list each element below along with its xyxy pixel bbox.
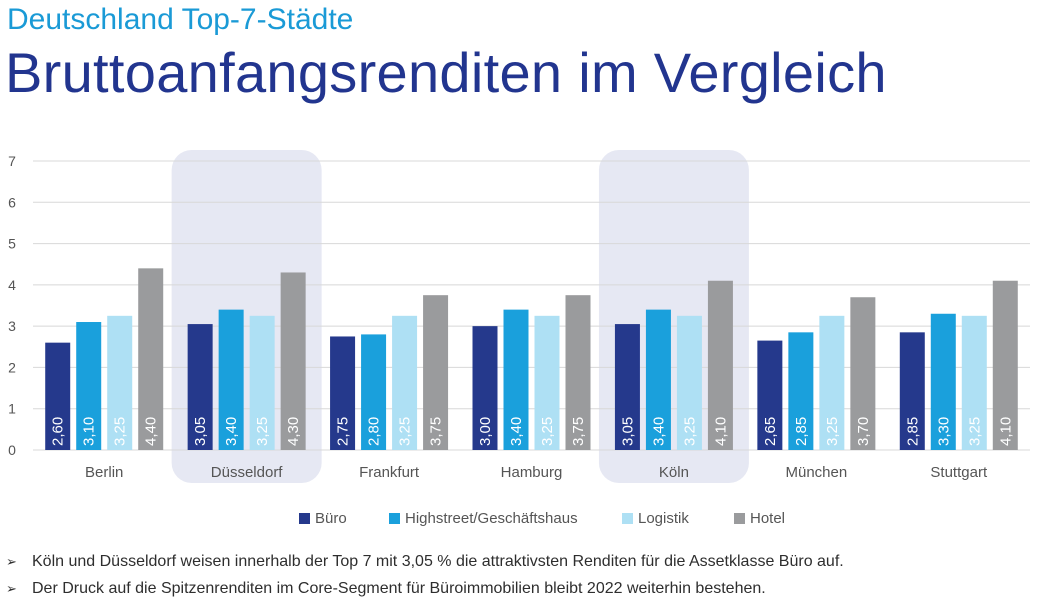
x-tick-label: Düsseldorf: [211, 464, 284, 481]
arrow-bullet-icon: ➢: [6, 554, 17, 569]
legend-label: Logistik: [638, 510, 689, 527]
data-label: 3,75: [428, 417, 445, 446]
data-label: 3,25: [681, 417, 698, 446]
data-label: 3,05: [192, 417, 209, 446]
data-label: 4,40: [143, 417, 160, 446]
bar: [565, 295, 591, 450]
y-tick-label: 6: [8, 194, 16, 210]
bar: [961, 315, 987, 450]
bar: [423, 295, 449, 450]
bullet-list: ➢ Köln und Düsseldorf weisen innerhalb de…: [6, 548, 844, 602]
data-label: 3,10: [81, 417, 98, 446]
bullet-item: ➢ Köln und Düsseldorf weisen innerhalb de…: [6, 548, 844, 575]
bar: [614, 324, 640, 450]
bar: [930, 313, 956, 450]
bar: [392, 315, 418, 450]
data-label: 2,75: [335, 417, 352, 446]
legend-swatch: [389, 513, 400, 524]
bar: [280, 272, 306, 450]
arrow-bullet-icon: ➢: [6, 581, 17, 596]
data-label: 3,00: [477, 417, 494, 446]
bar: [788, 332, 814, 450]
y-tick-label: 5: [8, 236, 16, 252]
data-label: 3,40: [650, 417, 667, 446]
y-tick-label: 0: [8, 442, 16, 458]
data-label: 3,05: [619, 417, 636, 446]
x-tick-label: Hamburg: [501, 464, 563, 481]
x-tick-label: Berlin: [85, 464, 123, 481]
bar: [187, 324, 213, 450]
bar: [76, 322, 102, 450]
bar: [707, 280, 733, 450]
legend-swatch: [299, 513, 310, 524]
data-label: 4,10: [712, 417, 729, 446]
chart-subtitle: Deutschland Top-7-Städte: [7, 3, 354, 36]
bar: [249, 315, 275, 450]
y-tick-label: 7: [8, 153, 16, 169]
legend-swatch: [734, 513, 745, 524]
bar: [218, 309, 244, 450]
bar: [676, 315, 702, 450]
y-tick-label: 2: [8, 359, 16, 375]
chart-title: Bruttoanfangsrenditen im Vergleich: [5, 41, 887, 104]
bar: [503, 309, 529, 450]
legend-label: Büro: [315, 510, 347, 527]
data-label: 3,25: [824, 417, 841, 446]
bar: [361, 334, 387, 450]
bar: [645, 309, 671, 450]
x-tick-label: Frankfurt: [359, 464, 420, 481]
x-tick-label: Stuttgart: [930, 464, 988, 481]
bar: [330, 336, 356, 450]
data-label: 3,25: [254, 417, 271, 446]
bar: [819, 315, 845, 450]
data-label: 2,65: [762, 417, 779, 446]
bar: [992, 280, 1018, 450]
data-label: 3,25: [112, 417, 129, 446]
legend-swatch: [622, 513, 633, 524]
legend-label: Hotel: [750, 510, 785, 527]
y-tick-label: 4: [8, 277, 16, 293]
data-label: 2,85: [904, 417, 921, 446]
data-label: 4,10: [997, 417, 1014, 446]
bar: [757, 340, 783, 450]
bar: [899, 332, 925, 450]
legend-label: Highstreet/Geschäftshaus: [405, 510, 578, 527]
bullet-text: Köln und Düsseldorf weisen innerhalb der…: [32, 553, 844, 570]
bar: [534, 315, 560, 450]
data-label: 2,60: [50, 417, 67, 446]
data-label: 3,30: [935, 417, 952, 446]
bar: [472, 326, 498, 450]
bar: [107, 315, 133, 450]
y-tick-label: 1: [8, 401, 16, 417]
data-label: 3,25: [539, 417, 556, 446]
bar: [850, 297, 876, 450]
y-tick-label: 3: [8, 318, 16, 334]
data-label: 3,25: [966, 417, 983, 446]
data-label: 2,80: [366, 417, 383, 446]
data-label: 3,40: [508, 417, 525, 446]
bar: [45, 342, 71, 450]
x-tick-label: Köln: [659, 464, 689, 481]
data-label: 3,70: [855, 417, 872, 446]
data-label: 2,85: [793, 417, 810, 446]
data-label: 3,40: [223, 417, 240, 446]
data-label: 3,25: [397, 417, 414, 446]
bullet-item: ➢ Der Druck auf die Spitzenrenditen im Co…: [6, 575, 844, 602]
bar-chart: 0 1 2 3 4 5 6 7 2,60 3,10 3,25 4,40 Berlin 3,05 3,40 3,…: [8, 150, 1030, 527]
data-label: 3,75: [570, 417, 587, 446]
data-label: 4,30: [285, 417, 302, 446]
x-tick-label: München: [785, 464, 847, 481]
bar: [138, 268, 164, 450]
bullet-text: Der Druck auf die Spitzenrenditen im Cor…: [32, 580, 766, 597]
